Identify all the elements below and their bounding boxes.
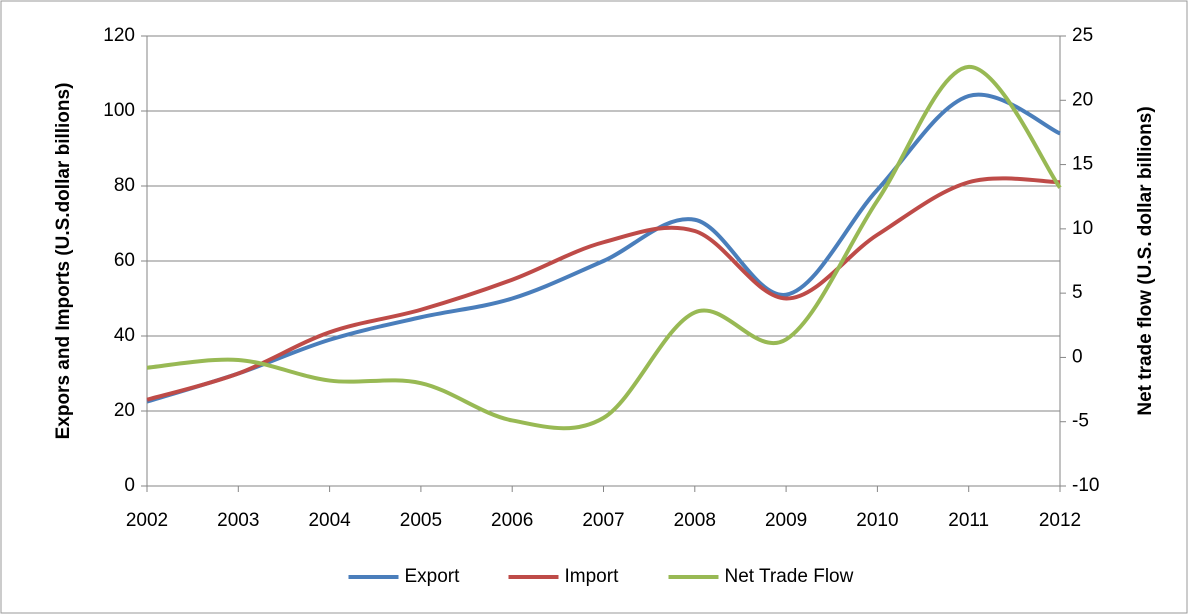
x-tick-label: 2004 [308, 510, 351, 531]
y-tick-label: 0 [124, 475, 135, 496]
y-tick-label: 20 [114, 400, 135, 421]
x-tick-label: 2005 [400, 510, 442, 531]
y2-tick-label: 0 [1072, 346, 1083, 367]
x-tick-label: 2003 [217, 510, 259, 531]
series-line [146, 176, 1061, 402]
y2-tick-label: 10 [1072, 218, 1093, 239]
x-tick-label: 2010 [856, 510, 898, 531]
y2-tick-label: -10 [1072, 475, 1099, 496]
series-line [146, 64, 1062, 431]
legend-label: Net Trade Flow [725, 566, 854, 587]
legend-label: Import [565, 566, 620, 587]
y2-tick-label: 5 [1072, 282, 1083, 303]
x-tick-label: 2006 [491, 510, 533, 531]
legend-label: Export [405, 566, 461, 587]
x-tick-label: 2012 [1039, 510, 1081, 531]
x-tick-label: 2007 [582, 510, 624, 531]
x-tick-label: 2008 [674, 510, 716, 531]
y2-axis-title: Net trade flow (U.S. dollar billions) [1135, 106, 1156, 415]
x-tick-label: 2009 [765, 510, 807, 531]
y2-tick-label: 20 [1072, 89, 1093, 110]
x-tick-label: 2002 [126, 510, 168, 531]
y-tick-label: 60 [114, 250, 135, 271]
y-axis-title: Expors and Imports (U.S.dollar billions) [53, 83, 74, 440]
y-tick-label: 100 [103, 100, 135, 121]
y-tick-label: 80 [114, 175, 135, 196]
y2-tick-label: -5 [1072, 411, 1089, 432]
y-tick-label: 120 [103, 25, 135, 46]
x-tick-label: 2011 [948, 510, 989, 531]
series-line [146, 92, 1061, 404]
y2-tick-label: 15 [1072, 154, 1093, 175]
y2-tick-label: 25 [1072, 25, 1093, 46]
y-tick-label: 40 [114, 325, 135, 346]
